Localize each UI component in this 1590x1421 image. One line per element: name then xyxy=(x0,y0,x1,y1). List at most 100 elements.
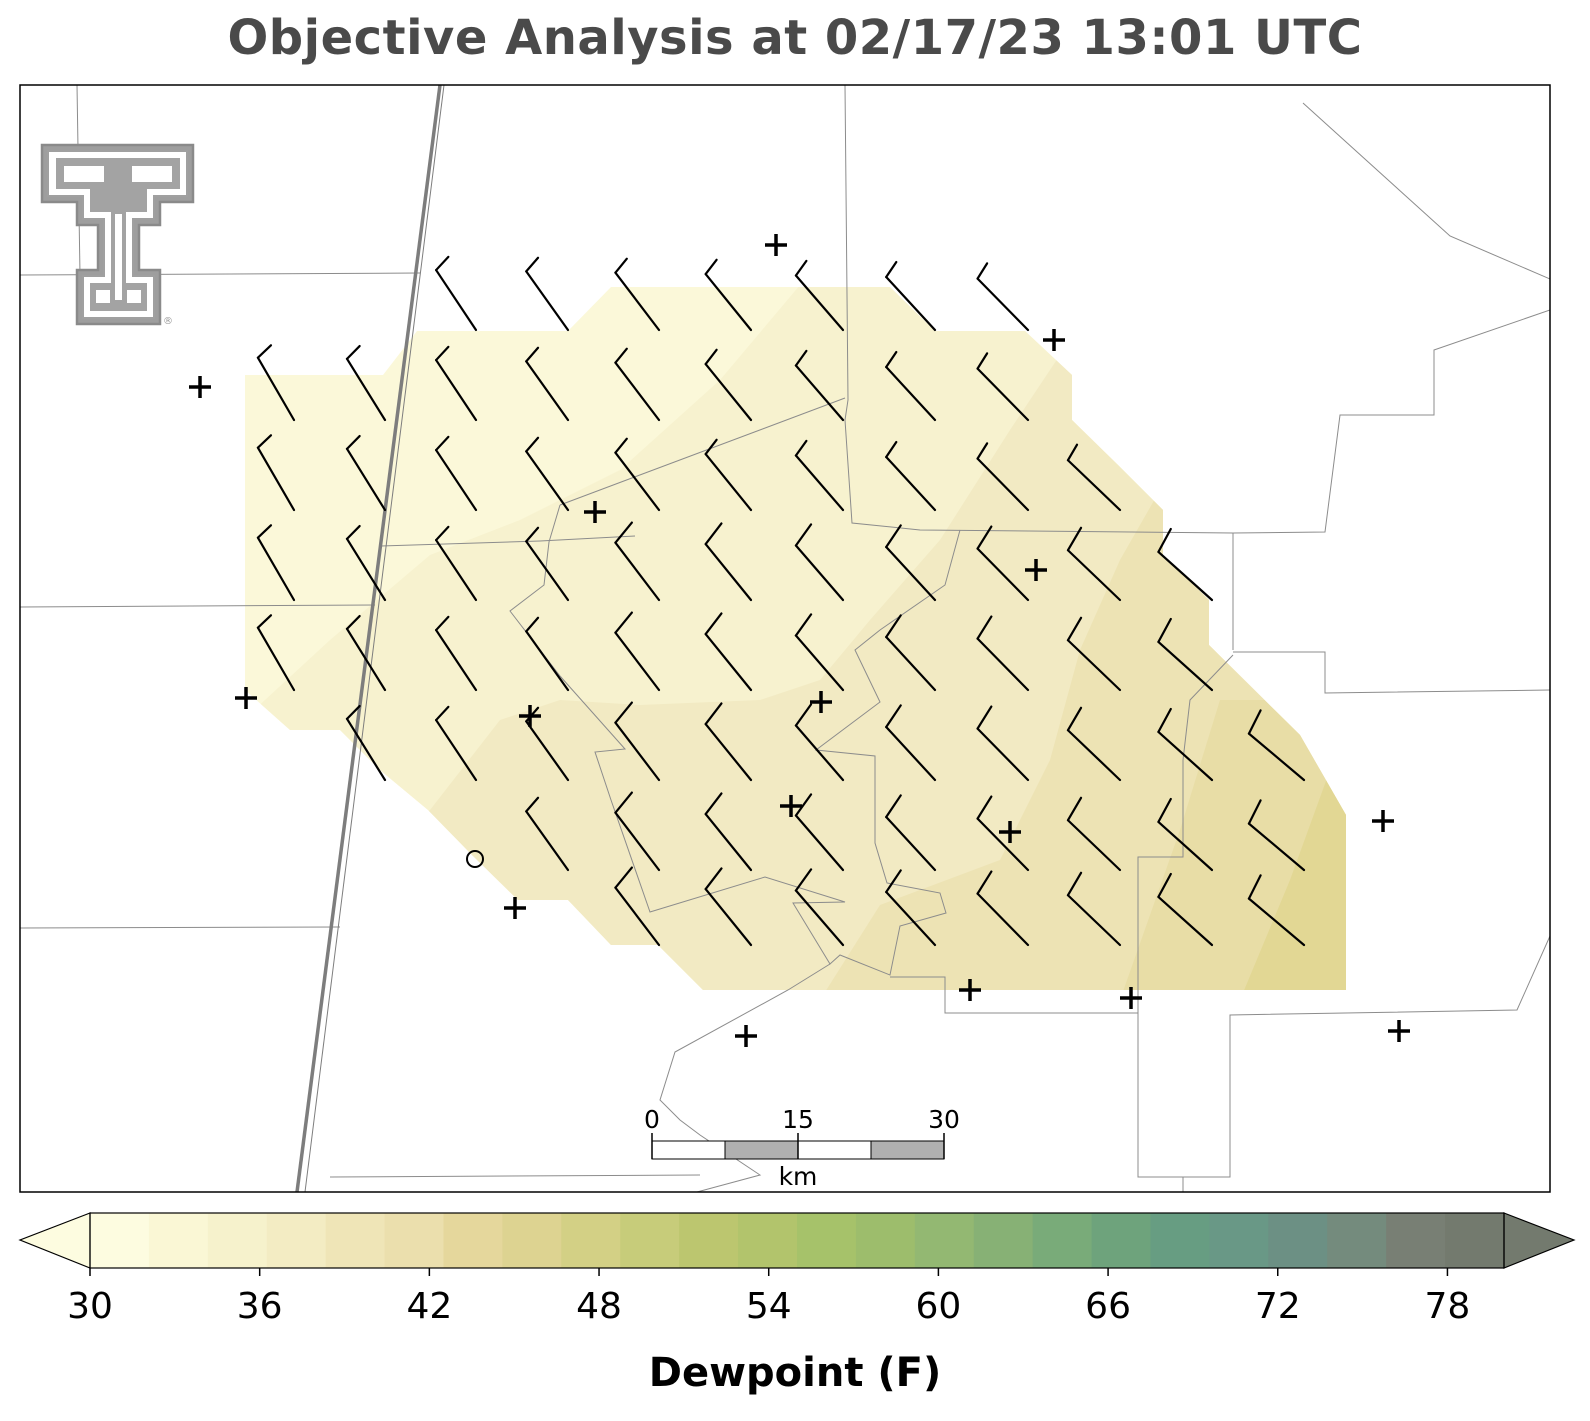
wind-barb xyxy=(885,704,937,782)
wind-barb xyxy=(704,867,753,947)
wind-barb xyxy=(976,262,1030,332)
wind-barb xyxy=(614,866,661,947)
station-marker xyxy=(810,691,832,713)
wind-barb xyxy=(885,794,937,872)
wind-barb xyxy=(435,345,478,422)
station-marker xyxy=(235,687,257,709)
wind-barb xyxy=(976,352,1030,422)
wind-barb xyxy=(704,438,753,512)
colorbar-bin xyxy=(855,1213,916,1268)
wind-barb xyxy=(525,256,570,332)
wind-barb xyxy=(794,523,845,602)
wind-barb xyxy=(435,255,478,332)
station-marker xyxy=(999,821,1021,843)
colorbar-tick-label: 60 xyxy=(915,1286,961,1327)
colorbar-tick-label: 36 xyxy=(237,1286,283,1327)
wind-barb xyxy=(1066,871,1122,947)
colorbar-tick-label: 30 xyxy=(67,1286,113,1327)
wind-barb xyxy=(1066,796,1122,872)
wind-barb xyxy=(885,524,937,602)
wind-barb xyxy=(614,791,661,872)
scale-label-0: 0 xyxy=(644,1105,660,1134)
wind-barb xyxy=(435,615,478,692)
wind-barb xyxy=(885,260,937,332)
wind-barb xyxy=(1157,707,1214,782)
station-markers xyxy=(189,234,1410,1047)
colorbar-bin xyxy=(502,1213,562,1268)
wind-barb xyxy=(1247,709,1306,782)
wind-barb xyxy=(345,344,387,422)
colorbar-bin xyxy=(914,1213,975,1268)
wind-barb xyxy=(1066,526,1122,602)
colorbar-bin xyxy=(797,1213,857,1268)
wind-barb xyxy=(525,526,570,602)
colorbar-bin xyxy=(443,1213,504,1268)
wind-barb xyxy=(704,612,753,692)
highway-line xyxy=(295,85,445,1192)
colorbar-bin xyxy=(738,1213,798,1268)
colorbar-tick-label: 78 xyxy=(1425,1286,1471,1327)
wind-barb xyxy=(976,705,1030,782)
wind-barb xyxy=(614,257,661,332)
station-marker xyxy=(959,979,981,1001)
registered-mark: ® xyxy=(163,316,173,327)
wind-barb xyxy=(794,793,845,872)
colorbar-bin xyxy=(207,1213,268,1268)
colorbar-tick-label: 72 xyxy=(1255,1286,1301,1327)
wind-barb xyxy=(525,796,570,872)
wind-barb xyxy=(1157,527,1214,602)
colorbar-bin xyxy=(679,1213,739,1268)
wind-barb xyxy=(345,434,387,512)
wind-barbs xyxy=(256,255,1306,947)
colorbar-bin xyxy=(384,1213,445,1268)
wind-barb xyxy=(1066,706,1122,782)
wind-barb xyxy=(794,349,845,422)
wind-barb xyxy=(345,704,387,782)
wind-barb xyxy=(704,792,753,872)
station-marker xyxy=(1043,329,1065,351)
wind-barb xyxy=(1066,616,1122,692)
wind-barb xyxy=(885,350,937,422)
colorbar-tick-label: 54 xyxy=(746,1286,792,1327)
wind-barb xyxy=(614,701,661,782)
wind-barb xyxy=(794,703,845,782)
colorbar-bin xyxy=(1386,1213,1446,1268)
station-marker xyxy=(765,234,787,256)
scale-label-30: 30 xyxy=(928,1105,960,1134)
wind-barb xyxy=(976,442,1030,512)
wind-barb xyxy=(1066,443,1122,512)
colorbar-bin xyxy=(973,1213,1034,1268)
station-marker xyxy=(780,795,802,817)
station-marker xyxy=(1388,1020,1410,1042)
wind-barb xyxy=(345,614,387,692)
wind-barb xyxy=(525,346,570,422)
colorbar-frame xyxy=(89,1212,1505,1269)
colorbar-label: Dewpoint (F) xyxy=(648,1350,942,1396)
wind-barb xyxy=(614,521,661,602)
wind-barb xyxy=(794,613,845,692)
wind-barb xyxy=(794,259,845,332)
colorbar-bin xyxy=(1032,1213,1093,1268)
map-frame xyxy=(19,84,1551,1193)
wind-barb xyxy=(885,869,937,947)
wind-barb xyxy=(256,524,296,602)
colorbar-bin xyxy=(620,1213,680,1268)
colorbar-bin xyxy=(266,1213,327,1268)
station-marker xyxy=(189,376,211,398)
wind-barb xyxy=(704,522,753,602)
wind-barb xyxy=(435,525,478,602)
wind-barb xyxy=(614,611,661,692)
wind-barb xyxy=(1247,799,1306,872)
wind-barb xyxy=(1157,617,1214,692)
scale-unit: km xyxy=(779,1162,818,1191)
wind-barb xyxy=(614,437,661,512)
wind-barb xyxy=(704,702,753,782)
wind-barb xyxy=(525,616,570,692)
colorbar-bin xyxy=(148,1213,209,1268)
wind-barb xyxy=(885,440,937,512)
wind-barb xyxy=(885,614,937,692)
scale-bar: 0 15 30 km xyxy=(644,1105,960,1191)
colorbar-bin xyxy=(1150,1213,1211,1268)
